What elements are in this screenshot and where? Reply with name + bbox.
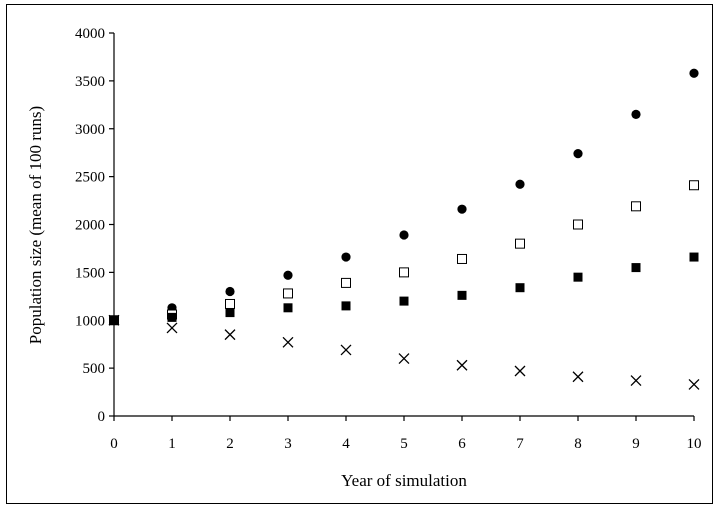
x-tick-label: 6 [458, 436, 466, 452]
data-marks [108, 68, 700, 390]
data-point-filled-square [573, 272, 583, 282]
series-4 [108, 314, 700, 390]
data-point-cross [688, 378, 700, 390]
data-point-open-square [573, 219, 583, 230]
y-tick-label: 0 [98, 409, 106, 425]
series-3 [109, 252, 699, 325]
x-tick-label: 9 [632, 436, 640, 452]
data-point-circle [225, 286, 235, 297]
data-point-circle [515, 179, 525, 189]
data-point-open-square [515, 238, 525, 249]
y-axis-title: Population size (mean of 100 runs) [26, 106, 45, 344]
data-point-circle [283, 270, 293, 280]
data-point-open-square [283, 288, 293, 299]
x-tick-label: 0 [110, 436, 118, 452]
x-tick-label: 7 [516, 436, 524, 452]
data-point-circle [399, 230, 409, 240]
data-point-open-square [457, 253, 467, 264]
data-point-cross [514, 365, 526, 377]
data-point-cross [456, 359, 468, 371]
chart-frame [6, 4, 713, 504]
data-point-open-square [341, 277, 351, 288]
data-point-cross [630, 375, 642, 387]
x-tick-label: 1 [168, 436, 176, 452]
data-point-filled-square [399, 296, 409, 306]
data-point-cross [108, 314, 120, 326]
data-point-filled-square [631, 263, 641, 273]
x-tick-label: 8 [574, 436, 582, 452]
x-tick-label: 4 [342, 436, 350, 452]
data-point-open-square [689, 180, 699, 191]
data-point-open-square [225, 298, 235, 309]
x-tick-label: 5 [400, 436, 408, 452]
y-tick-label: 2000 [75, 218, 105, 234]
data-point-circle [457, 204, 467, 214]
x-tick-label: 3 [284, 436, 292, 452]
data-point-circle [341, 252, 351, 262]
y-tick-label: 3000 [75, 122, 105, 138]
data-point-cross [282, 336, 294, 348]
data-point-filled-square [457, 290, 467, 300]
data-point-circle [631, 109, 641, 119]
x-tick-label: 2 [226, 436, 234, 452]
data-point-filled-square [167, 312, 177, 322]
data-point-filled-square [689, 252, 699, 262]
x-tick-label: 10 [687, 436, 702, 452]
data-point-filled-square [515, 283, 525, 293]
data-point-filled-square [341, 301, 351, 311]
data-point-cross [224, 329, 236, 341]
data-point-open-square [399, 267, 409, 278]
data-point-circle [573, 149, 583, 159]
y-tick-label: 500 [83, 361, 106, 377]
data-point-filled-square [225, 308, 235, 318]
y-tick-label: 1500 [75, 265, 105, 281]
series-1 [109, 68, 699, 325]
axes: 0 500 1000 1500 2000 2500 3000 3500 4000 0 1 2 3 4 5 6 7… [75, 26, 702, 452]
data-point-cross [398, 353, 410, 365]
data-point-cross [340, 344, 352, 356]
data-point-cross [166, 322, 178, 334]
data-point-open-square [631, 201, 641, 212]
data-point-cross [572, 371, 584, 383]
y-tick-label: 2500 [75, 170, 105, 186]
data-point-filled-square [283, 303, 293, 313]
y-tick-label: 3500 [75, 74, 105, 90]
y-tick-label: 1000 [75, 313, 105, 329]
y-tick-label: 4000 [75, 26, 105, 42]
data-point-circle [689, 68, 699, 78]
x-axis-title: Year of simulation [341, 471, 467, 490]
